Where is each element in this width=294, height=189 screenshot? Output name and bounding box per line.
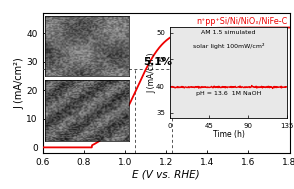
- X-axis label: E (V vs. RHE): E (V vs. RHE): [132, 170, 200, 180]
- Text: 5.1%: 5.1%: [143, 57, 173, 67]
- Y-axis label: J (mA/cm²): J (mA/cm²): [15, 57, 25, 109]
- Text: n⁺pp⁺Si/Ni/NiOₓ/NiFe-C: n⁺pp⁺Si/Ni/NiOₓ/NiFe-C: [196, 17, 287, 26]
